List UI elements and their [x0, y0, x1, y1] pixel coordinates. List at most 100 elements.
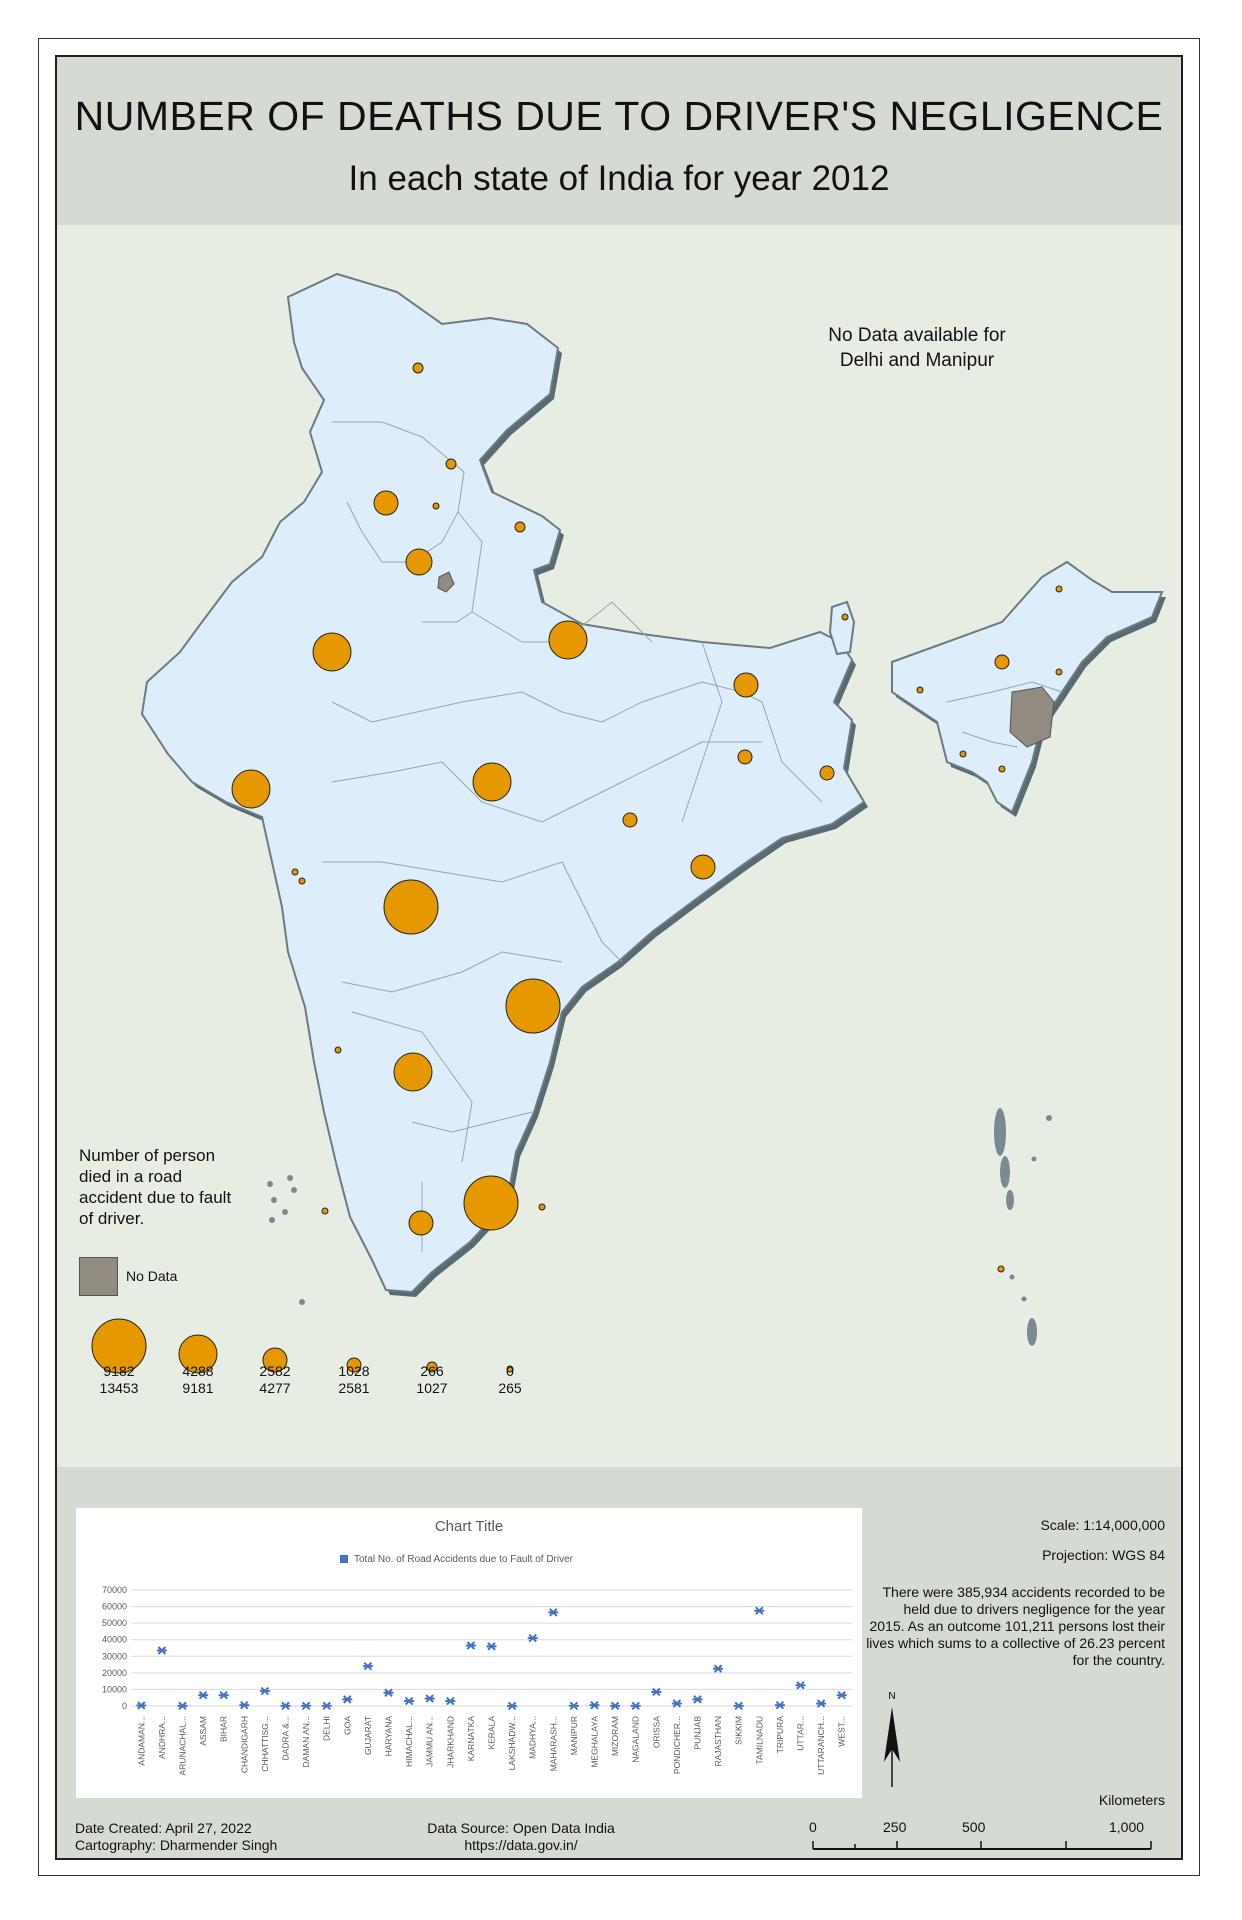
chart-point: [692, 1695, 703, 1704]
accidents-chart: Chart Title Total No. of Road Accidents …: [75, 1507, 863, 1799]
chart-category-label: ARUNACHAL...: [178, 1716, 188, 1776]
cartography-credit: Cartography: Dharmender Singh: [75, 1837, 278, 1853]
no-data-swatch: [79, 1257, 118, 1296]
chart-point: [136, 1701, 147, 1710]
symbol-uttarakhand: [514, 521, 526, 533]
chart-point: [445, 1696, 456, 1706]
symbol-bihar: [733, 672, 759, 698]
legend-symbol-class-6: [506, 1365, 514, 1373]
chart-category-label: MAHARASH...: [548, 1716, 558, 1771]
chart-ytick-label: 20000: [102, 1668, 127, 1678]
legend-symbol-class-5: [426, 1361, 438, 1373]
no-data-label: No Data: [126, 1268, 178, 1284]
data-source-url[interactable]: https://data.gov.in/: [464, 1837, 578, 1853]
data-source: Data Source: Open Data India: [427, 1820, 615, 1836]
chart-point: [342, 1695, 353, 1704]
legend-title: Number of person died in a road accident…: [79, 1146, 232, 1228]
chart-point: [733, 1701, 744, 1711]
chart-point: [198, 1691, 209, 1700]
legend-label-class-5: 266 1027: [416, 1363, 448, 1396]
chart-legend-label: Total No. of Road Accidents due to Fault…: [354, 1554, 573, 1565]
symbol-nagaland: [1055, 668, 1063, 676]
chart-ytick-label: 50000: [102, 1618, 127, 1628]
lakshadweep-islands: [267, 1175, 305, 1305]
no-data-note: No Data available for Delhi and Manipur: [797, 323, 1037, 373]
chart-category-label: UTTAR...: [796, 1716, 806, 1751]
no-data-note-line2: Delhi and Manipur: [839, 350, 995, 371]
chart-point: [177, 1701, 188, 1711]
chart-point: [301, 1701, 312, 1711]
chart-category-label: CHHATTISG...: [260, 1716, 270, 1772]
map-title: NUMBER OF DEATHS DUE TO DRIVER'S NEGLIGE…: [74, 93, 1164, 139]
symbol-chandigarh: [432, 502, 440, 510]
chart-point: [713, 1664, 724, 1673]
title-band: NUMBER OF DEATHS DUE TO DRIVER'S NEGLIGE…: [57, 57, 1181, 225]
chart-ytick-label: 10000: [102, 1684, 127, 1694]
chart-point: [795, 1681, 806, 1690]
chart-point: [156, 1646, 167, 1655]
delhi-no-data: [437, 571, 455, 593]
stats-paragraph: There were 385,934 accidents recorded to…: [866, 1584, 1165, 1668]
chart-ytick-label: 60000: [102, 1602, 127, 1612]
symbol-chhattisgarh: [622, 812, 638, 828]
chart-point: [218, 1691, 229, 1700]
chart-ytick-label: 70000: [102, 1585, 127, 1595]
chart-category-label: KARNATKA: [466, 1716, 476, 1762]
chart-ytick-label: 0: [122, 1701, 127, 1711]
symbol-himachal: [445, 458, 457, 470]
sikkim-region: [828, 600, 856, 656]
symbol-madhya-pradesh: [472, 762, 512, 802]
scalebar-tick-1000: 1,000: [1109, 1819, 1145, 1835]
scalebar-unit: Kilometers: [1098, 1792, 1165, 1808]
north-label: N: [888, 1691, 895, 1702]
scalebar: [812, 1841, 1152, 1850]
chart-plot: 0 10000 20000 30000 40000 50000 60000 70000 ANDA…: [102, 1585, 852, 1776]
scalebar-tick-0: 0: [809, 1819, 817, 1835]
chart-category-label: JHARKHAND: [445, 1716, 455, 1768]
symbol-punjab: [373, 490, 399, 516]
chart-category-label: ORISSA: [651, 1716, 661, 1748]
symbol-kerala: [408, 1210, 434, 1236]
symbol-lakshadweep: [321, 1207, 329, 1215]
symbol-tamilnadu: [463, 1175, 519, 1231]
no-data-note-line1: No Data available for: [828, 325, 1006, 346]
chart-point: [465, 1641, 476, 1650]
legend-symbols: [91, 1318, 514, 1374]
chart-category-label: DAMAN AN...: [301, 1716, 311, 1767]
date-created: Date Created: April 27, 2022: [75, 1820, 252, 1836]
chart-category-label: HIMACHAL...: [404, 1716, 414, 1767]
chart-category-label: GUJARAT: [363, 1716, 373, 1755]
chart-category-label: PUNJAB: [693, 1716, 703, 1750]
chart-point: [527, 1633, 538, 1643]
legend-symbol-class-2: [178, 1334, 218, 1374]
chart-point: [280, 1701, 291, 1711]
symbol-haryana: [405, 548, 433, 576]
chart-category-label: BIHAR: [219, 1716, 229, 1742]
chart-category-label: WEST...: [837, 1716, 847, 1747]
symbol-west-bengal: [819, 765, 835, 781]
symbol-andaman: [997, 1265, 1005, 1273]
legend-label-class-6: 0 265: [498, 1363, 522, 1396]
chart-title: Chart Title: [434, 1518, 504, 1535]
symbol-goa: [334, 1046, 342, 1054]
symbol-uttar-pradesh: [548, 620, 588, 660]
symbol-jharkhand: [737, 749, 753, 765]
chart-category-label: HARYANA: [384, 1716, 394, 1757]
chart-point: [568, 1701, 579, 1711]
legend-symbol-class-1: [91, 1318, 147, 1374]
symbol-jammu-kashmir: [412, 362, 424, 374]
chart-category-label: PONDICHER...: [672, 1716, 682, 1774]
chart-category-label: SIKKIM: [734, 1716, 744, 1745]
chart-point: [507, 1701, 518, 1711]
chart-category-label: KERALA: [487, 1716, 497, 1750]
symbol-maharashtra: [383, 879, 439, 935]
legend-label-class-4: 1028 2581: [338, 1363, 370, 1396]
chart-category-label: NAGALAND: [631, 1716, 641, 1763]
chart-point: [424, 1694, 435, 1703]
symbol-mizoram: [998, 765, 1006, 773]
map-layout-frame: NUMBER OF DEATHS DUE TO DRIVER'S NEGLIGE…: [55, 55, 1183, 1860]
footer-credits: Date Created: April 27, 2022 Cartography…: [75, 1820, 277, 1854]
chart-category-label: UTTARANCH...: [816, 1716, 826, 1775]
chart-category-label: GOA: [342, 1716, 352, 1735]
chart-point: [259, 1686, 270, 1696]
